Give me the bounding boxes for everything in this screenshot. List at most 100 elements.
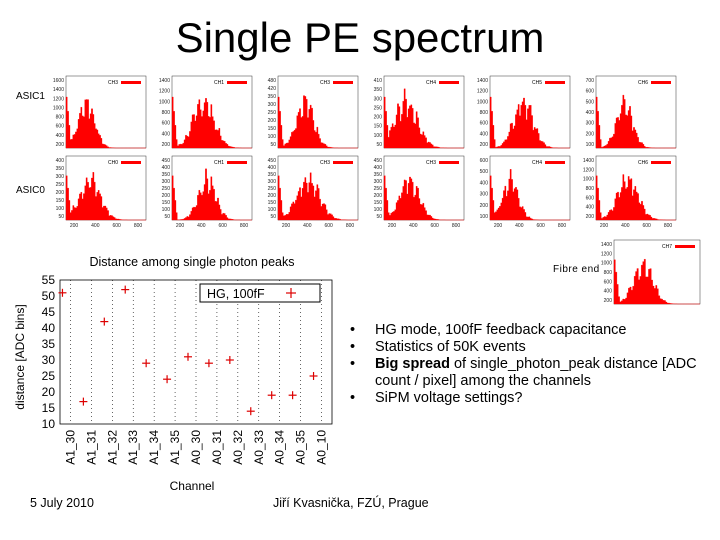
mini-y-tick: 1200 <box>477 89 488 95</box>
mini-y-tick: 450 <box>162 158 171 164</box>
mini-y-tick: 400 <box>480 180 489 186</box>
mini-x-tick: 400 <box>303 223 312 229</box>
mini-y-tick: 400 <box>56 133 65 139</box>
mini-y-tick: 200 <box>268 193 277 199</box>
histogram-bars <box>383 175 464 221</box>
mini-legend-label: CH7 <box>662 244 672 250</box>
mini-histogram: 1400 1200 1000 800 600 400 200 CH1 <box>159 75 253 149</box>
data-point <box>142 359 151 368</box>
mini-y-tick: 350 <box>56 166 65 172</box>
mini-y-tick: 250 <box>374 105 383 111</box>
data-point <box>79 397 88 406</box>
data-point <box>288 391 297 400</box>
x-tick-label: A0_31 <box>210 430 224 465</box>
x-tick-label: A1_30 <box>63 430 77 465</box>
mini-y-tick: 150 <box>56 198 65 204</box>
mini-legend-label: CH4 <box>532 160 542 166</box>
mini-y-tick: 1000 <box>601 261 612 267</box>
mini-x-tick: 800 <box>664 223 673 229</box>
mini-x-tick: 600 <box>218 223 227 229</box>
histogram-bars <box>65 96 146 149</box>
mini-y-tick: 350 <box>162 172 171 178</box>
y-tick-label: 15 <box>42 401 56 415</box>
mini-y-tick: 200 <box>374 115 383 121</box>
mini-y-tick: 200 <box>480 203 489 209</box>
chart-title: Distance among single photon peaks <box>90 255 295 269</box>
y-tick-label: 40 <box>42 321 56 335</box>
mini-y-tick: 600 <box>162 121 171 127</box>
mini-y-tick: 600 <box>586 89 595 95</box>
x-tick-label: A0_30 <box>189 430 203 465</box>
mini-y-tick: 500 <box>480 169 489 175</box>
mini-y-tick: 800 <box>56 115 65 121</box>
mini-y-tick: 350 <box>374 172 383 178</box>
mini-x-tick: 400 <box>409 223 418 229</box>
mini-x-tick: 200 <box>176 223 185 229</box>
x-axis-label: Channel <box>170 479 215 493</box>
mini-legend-label: CH1 <box>214 80 224 86</box>
y-tick-label: 45 <box>42 305 56 319</box>
mini-y-tick: 50 <box>270 214 276 220</box>
mini-y-tick: 600 <box>480 158 489 164</box>
mini-y-tick: 150 <box>374 124 383 130</box>
mini-histogram: 700 600 500 400 300 200 100 CH6 <box>586 75 677 149</box>
x-tick-label: A0_32 <box>231 430 245 465</box>
mini-histogram: 600 500 400 300 200 100 200 400 600 800 CH4 <box>480 155 571 229</box>
data-point <box>163 375 172 384</box>
mini-legend-label: CH5 <box>532 80 542 86</box>
mini-y-tick: 200 <box>56 190 65 196</box>
mini-y-tick: 400 <box>268 165 277 171</box>
histogram-bars <box>171 168 252 221</box>
mini-y-tick: 400 <box>56 158 65 164</box>
asic0-row-label: ASIC0 <box>16 185 45 196</box>
mini-y-tick: 1200 <box>601 251 612 257</box>
mini-y-tick: 600 <box>56 124 65 130</box>
y-tick-label: 55 <box>42 273 56 287</box>
mini-y-tick: 1000 <box>583 177 594 183</box>
mini-y-tick: 200 <box>162 193 171 199</box>
mini-y-tick: 200 <box>586 214 595 220</box>
histogram-bars <box>383 88 464 149</box>
mini-legend-label: CH1 <box>214 160 224 166</box>
asic1-row-label: ASIC1 <box>16 91 45 102</box>
mini-x-tick: 400 <box>91 223 100 229</box>
mini-x-tick: 200 <box>600 223 609 229</box>
mini-x-tick: 800 <box>134 223 143 229</box>
mini-y-tick: 1400 <box>477 78 488 84</box>
mini-x-tick: 800 <box>558 223 567 229</box>
mini-y-tick: 410 <box>374 78 383 84</box>
mini-y-tick: 350 <box>268 94 277 100</box>
data-point <box>225 356 234 364</box>
mini-legend-label: CH0 <box>108 160 118 166</box>
data-point <box>100 317 109 326</box>
mini-y-tick: 1400 <box>159 78 170 84</box>
mini-legend-label: CH6 <box>638 80 648 86</box>
mini-y-tick: 400 <box>604 289 613 295</box>
histogram-bars <box>171 96 252 149</box>
histogram-bars <box>613 259 700 305</box>
mini-y-tick: 1600 <box>53 78 64 84</box>
bullet-item: Statistics of 50K events <box>350 339 720 356</box>
mini-y-tick: 400 <box>162 131 171 137</box>
mini-legend-label: CH4 <box>426 80 436 86</box>
mini-x-tick: 800 <box>452 223 461 229</box>
mini-x-tick: 800 <box>346 223 355 229</box>
mini-y-tick: 400 <box>480 131 489 137</box>
histogram-bars <box>489 96 570 149</box>
mini-x-tick: 200 <box>494 223 503 229</box>
mini-histogram: 1400 1200 1000 800 600 400 200 CH7 <box>601 239 701 305</box>
bullet-list: HG mode, 100fF feedback capacitance Stat… <box>350 322 720 407</box>
mini-x-tick: 400 <box>197 223 206 229</box>
mini-histogram: 410 350 300 250 200 150 100 50 CH4 <box>374 75 465 149</box>
histogram-bars <box>489 169 570 221</box>
mini-y-tick: 300 <box>480 192 489 198</box>
mini-y-tick: 200 <box>480 142 489 148</box>
mini-y-tick: 100 <box>480 214 489 220</box>
data-point <box>58 288 67 297</box>
mini-y-tick: 1200 <box>53 96 64 102</box>
mini-y-tick: 700 <box>586 78 595 84</box>
mini-y-tick: 300 <box>374 96 383 102</box>
mini-y-tick: 250 <box>268 186 277 192</box>
footer-date: 5 July 2010 <box>30 496 94 510</box>
mini-y-tick: 200 <box>56 142 65 148</box>
